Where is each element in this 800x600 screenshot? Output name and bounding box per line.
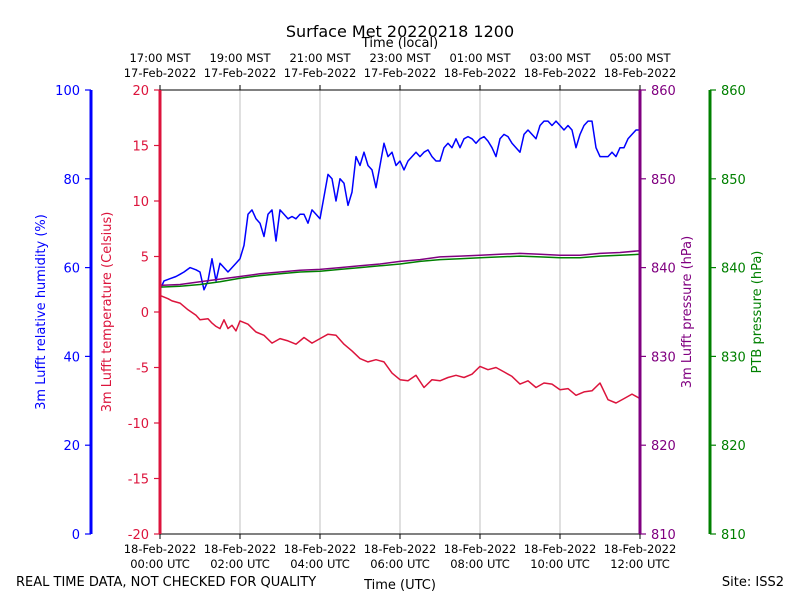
temp-tick-label: 0 [141, 306, 149, 321]
top-tick-label-time: 03:00 MST [529, 51, 591, 65]
rh-tick-label: 80 [63, 173, 80, 188]
pres-tick-label: 810 [651, 528, 676, 543]
rh-tick-label: 60 [63, 262, 80, 277]
temp-tick-label: -15 [128, 473, 149, 488]
temp-tick-label: 10 [132, 195, 149, 210]
top-tick-label-date: 17-Feb-2022 [204, 66, 277, 80]
x-tick-label-date: 18-Feb-2022 [284, 542, 357, 556]
temp-tick-label: -10 [128, 417, 149, 432]
top-tick-label-date: 18-Feb-2022 [604, 66, 677, 80]
series-line-temp [159, 294, 641, 404]
pres-tick-label: 830 [651, 350, 676, 365]
pres-tick-label: 860 [651, 84, 676, 99]
ptb-tick-label: 850 [721, 173, 746, 188]
pres-tick-label: 820 [651, 439, 676, 454]
x-tick-label-time: 08:00 UTC [450, 557, 510, 571]
pressure-axis-label: 3m Lufft pressure (hPa) [680, 236, 695, 388]
ptb-axis-label: PTB pressure (hPa) [750, 251, 765, 374]
x-tick-label-date: 18-Feb-2022 [604, 542, 677, 556]
x-tick-label-time: 12:00 UTC [610, 557, 670, 571]
x-tick-label-time: 02:00 UTC [210, 557, 270, 571]
top-tick-label-time: 01:00 MST [449, 51, 511, 65]
x-tick-label-time: 10:00 UTC [530, 557, 590, 571]
grid-lines [239, 90, 561, 534]
site-label: Site: ISS2 [721, 575, 784, 590]
x-tick-label-date: 18-Feb-2022 [524, 542, 597, 556]
temp-tick-label: 5 [141, 251, 149, 266]
series-layer [159, 120, 641, 404]
ptb-tick-label: 830 [721, 350, 746, 365]
ptb-tick-label: 840 [721, 262, 746, 277]
temp-tick-label: -5 [136, 362, 149, 377]
top-tick-label-date: 17-Feb-2022 [124, 66, 197, 80]
ptb-tick-label: 810 [721, 528, 746, 543]
pres-tick-label: 840 [651, 262, 676, 277]
temp-axis-label: 3m Lufft temperature (Celsius) [100, 212, 115, 413]
top-tick-label-date: 18-Feb-2022 [524, 66, 597, 80]
top-tick-label-time: 21:00 MST [289, 51, 351, 65]
top-tick-label-time: 19:00 MST [209, 51, 271, 65]
rh-tick-label: 100 [55, 84, 80, 99]
rh-axis-label: 3m Lufft relative humidity (%) [34, 214, 49, 410]
series-line-rh [159, 120, 640, 291]
chart-title: Surface Met 20220218 1200 [286, 22, 514, 41]
x-tick-label-time: 06:00 UTC [370, 557, 430, 571]
series-line-ptb [159, 253, 641, 288]
axes-layer: 0 20 40 60 80 100 -20 -15 -10 -5 0 5 10 15 20 810 820 830… [55, 84, 746, 543]
top-tick-label-date: 17-Feb-2022 [364, 66, 437, 80]
ptb-tick-label: 820 [721, 439, 746, 454]
x-tick-label-date: 18-Feb-2022 [444, 542, 517, 556]
rh-tick-label: 0 [72, 528, 80, 543]
rh-tick-label: 40 [63, 350, 80, 365]
top-tick-label-time: 17:00 MST [129, 51, 191, 65]
quality-note: REAL TIME DATA, NOT CHECKED FOR QUALITY [16, 575, 317, 590]
x-axis-label: Time (UTC) [363, 578, 436, 593]
x-tick-label-time: 04:00 UTC [290, 557, 350, 571]
top-tick-label-date: 18-Feb-2022 [444, 66, 517, 80]
x-tick-label-date: 18-Feb-2022 [204, 542, 277, 556]
x-tick-label-date: 18-Feb-2022 [124, 542, 197, 556]
temp-tick-label: 15 [132, 140, 149, 155]
top-tick-label-time: 05:00 MST [609, 51, 671, 65]
temp-tick-label: -20 [128, 528, 149, 543]
x-tick-label-time: 00:00 UTC [130, 557, 190, 571]
top-tick-label-time: 23:00 MST [369, 51, 431, 65]
top-tick-label-date: 17-Feb-2022 [284, 66, 357, 80]
series-line-pres [159, 249, 641, 287]
rh-tick-label: 20 [63, 439, 80, 454]
ptb-tick-label: 860 [721, 84, 746, 99]
top-axis-label: Time (local) [361, 36, 438, 51]
x-tick-label-date: 18-Feb-2022 [364, 542, 437, 556]
temp-tick-label: 20 [132, 84, 149, 99]
pres-tick-label: 850 [651, 173, 676, 188]
